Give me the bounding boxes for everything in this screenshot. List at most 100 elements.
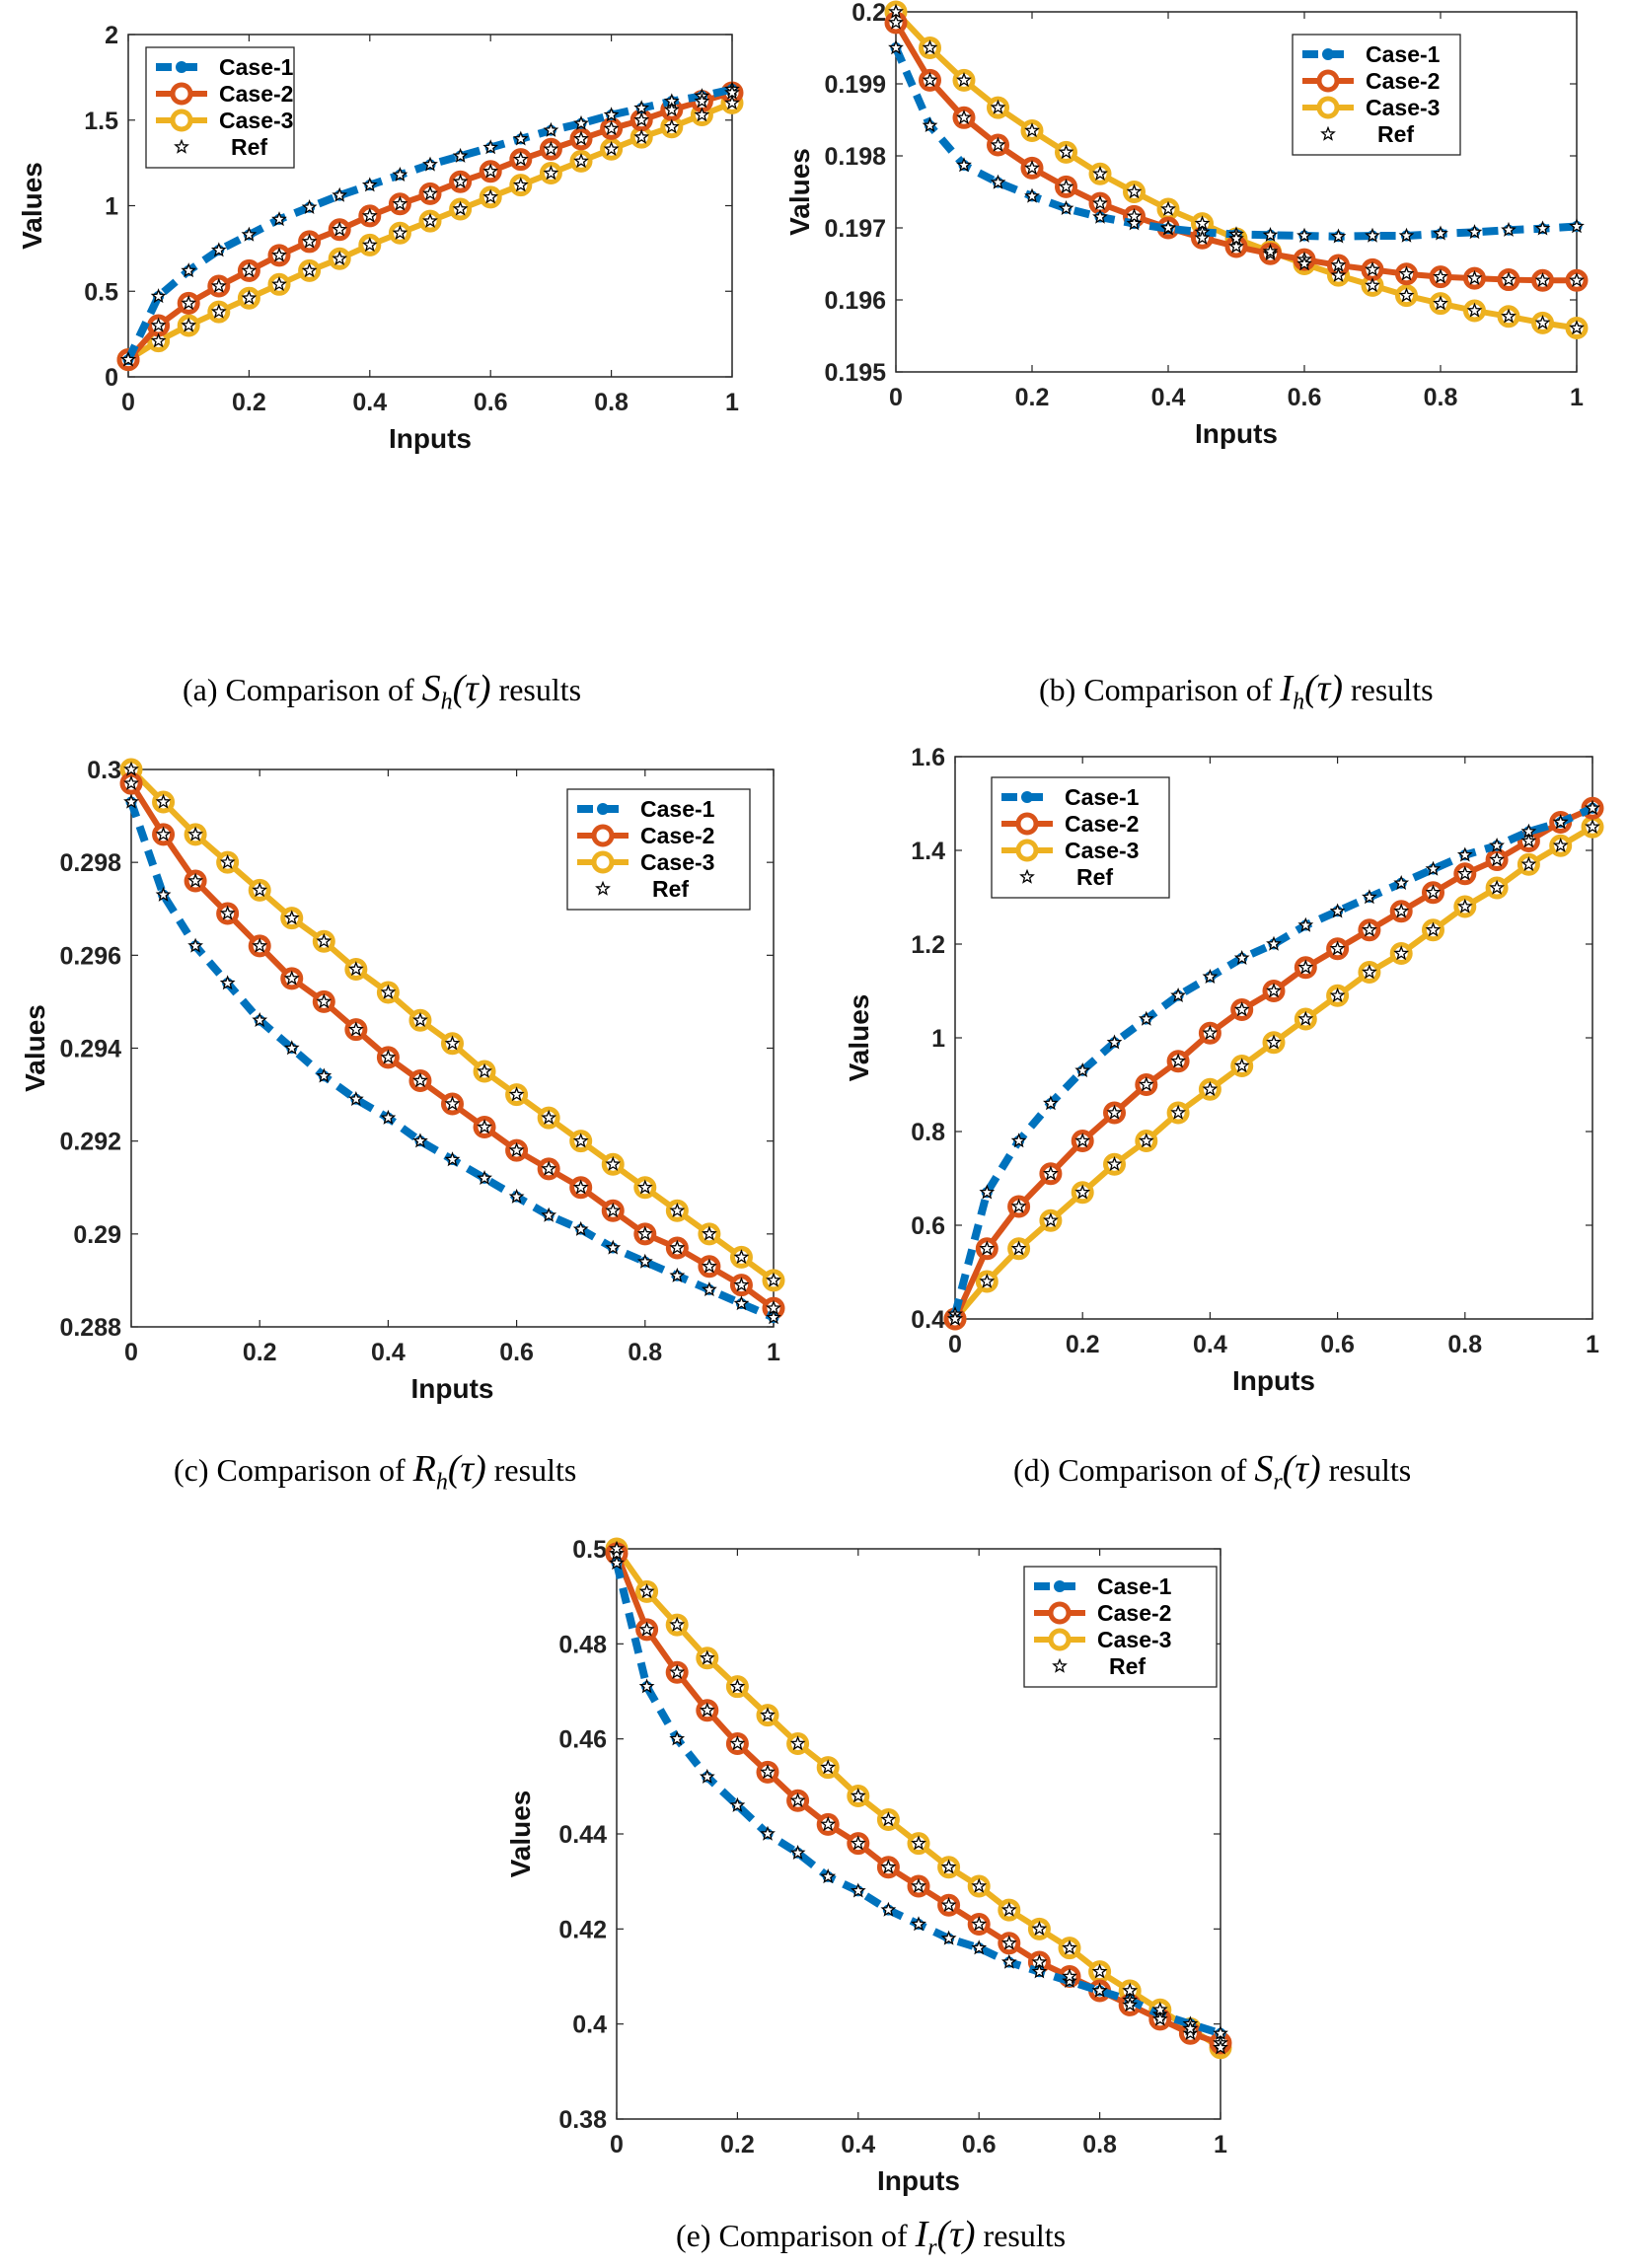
legend-label-case-1: Case-1 — [640, 796, 715, 822]
point-ref — [271, 247, 287, 262]
point-ref — [1569, 272, 1585, 288]
point-ref — [1092, 194, 1108, 210]
point-ref — [1074, 1061, 1091, 1077]
legend-marker-ref — [1320, 125, 1336, 141]
point-ref — [789, 1792, 806, 1807]
point-ref — [1024, 187, 1040, 203]
caption-a: (a) Comparison of Sh(τ) results — [183, 667, 581, 716]
point-ref — [1182, 2025, 1199, 2041]
point-ref — [605, 1239, 622, 1255]
point-ref — [1043, 1165, 1059, 1181]
point-ref — [155, 886, 172, 902]
caption-d-suffix: results — [1328, 1452, 1412, 1488]
point-ref — [603, 120, 620, 136]
point-ref — [609, 1545, 625, 1561]
caption-c-suffix: results — [493, 1452, 577, 1488]
point-ref — [155, 793, 172, 809]
y-tick-label: 0.198 — [824, 143, 886, 171]
point-ref — [850, 1835, 866, 1851]
point-ref — [956, 110, 972, 125]
point-ref — [603, 107, 620, 122]
point-ref — [1202, 1080, 1219, 1096]
point-ref — [1393, 945, 1410, 961]
point-ref — [888, 14, 904, 30]
point-ref — [1092, 208, 1108, 224]
caption-b-var: I — [1280, 668, 1294, 709]
point-ref — [609, 1540, 625, 1556]
point-ref — [1365, 227, 1380, 243]
y-axis-label: Values — [20, 1004, 50, 1092]
caption-e-prefix: (e) Comparison of — [676, 2218, 908, 2253]
point-ref — [979, 1184, 996, 1200]
point-ref — [508, 1188, 525, 1204]
point-ref — [120, 351, 136, 367]
point-ref — [380, 984, 397, 999]
point-ref — [1043, 1211, 1059, 1227]
point-ref — [1024, 122, 1040, 138]
point-ref — [940, 1930, 957, 1945]
point-ref — [181, 295, 197, 311]
point-ref — [888, 39, 904, 55]
x-tick-label: 0.2 — [232, 389, 266, 416]
x-tick-label: 0.4 — [841, 2131, 875, 2158]
point-ref — [573, 153, 589, 169]
y-tick-label: 1.6 — [911, 744, 945, 771]
point-ref — [1501, 271, 1517, 287]
point-ref — [1194, 215, 1211, 231]
point-ref — [1170, 987, 1186, 1002]
point-ref — [301, 198, 318, 214]
point-ref — [361, 237, 378, 253]
legend-marker-case-3 — [1015, 839, 1039, 862]
point-ref — [412, 1011, 428, 1027]
point-ref — [392, 195, 408, 211]
point-ref — [219, 975, 236, 990]
point-ref — [1000, 1901, 1017, 1917]
point-ref — [880, 1901, 897, 1917]
caption-c-prefix: (c) Comparison of — [174, 1452, 406, 1488]
legend-label-case-2: Case-2 — [1366, 68, 1440, 94]
point-ref — [1425, 884, 1442, 900]
point-ref — [452, 200, 469, 216]
point-ref — [880, 1859, 897, 1874]
point-ref — [1330, 266, 1347, 282]
x-axis-label: Inputs — [1195, 418, 1278, 449]
point-ref — [1170, 1053, 1186, 1068]
point-ref — [1182, 2020, 1199, 2036]
point-ref — [283, 910, 300, 925]
point-ref — [241, 226, 258, 242]
legend-box — [1292, 34, 1461, 156]
point-ref — [1126, 208, 1143, 224]
point-ref — [669, 1730, 686, 1746]
point-ref — [219, 905, 236, 920]
point-ref — [1202, 1024, 1219, 1040]
series-group-c — [119, 758, 785, 1325]
point-ref — [252, 937, 268, 953]
point-ref — [155, 826, 172, 841]
point-ref — [1266, 935, 1282, 951]
caption-d: (d) Comparison of Sr(τ) results — [1013, 1447, 1411, 1497]
point-ref — [271, 276, 287, 292]
y-tick-label: 0.298 — [59, 849, 121, 877]
point-ref — [1062, 1939, 1077, 1955]
point-ref — [820, 1816, 837, 1832]
x-tick-label: 0 — [124, 1339, 138, 1366]
x-axis-label: Inputs — [389, 423, 472, 454]
point-ref — [181, 262, 197, 278]
point-ref — [361, 177, 378, 192]
point-ref — [271, 211, 287, 227]
point-ref — [347, 1021, 364, 1037]
point-ref — [1297, 959, 1314, 975]
y-tick-label: 1.2 — [911, 931, 945, 959]
point-ref — [187, 937, 203, 953]
caption-e-arg: (τ) — [936, 2214, 976, 2255]
caption-b: (b) Comparison of Ih(τ) results — [1039, 667, 1434, 716]
legend-marker-case-1 — [1322, 48, 1334, 60]
y-tick-label: 1 — [931, 1025, 945, 1053]
point-ref — [724, 95, 740, 110]
x-tick-label: 1 — [1214, 2131, 1227, 2158]
point-ref — [1501, 308, 1517, 324]
legend-box — [991, 776, 1170, 899]
point-ref — [543, 165, 559, 181]
point-ref — [733, 1277, 750, 1292]
